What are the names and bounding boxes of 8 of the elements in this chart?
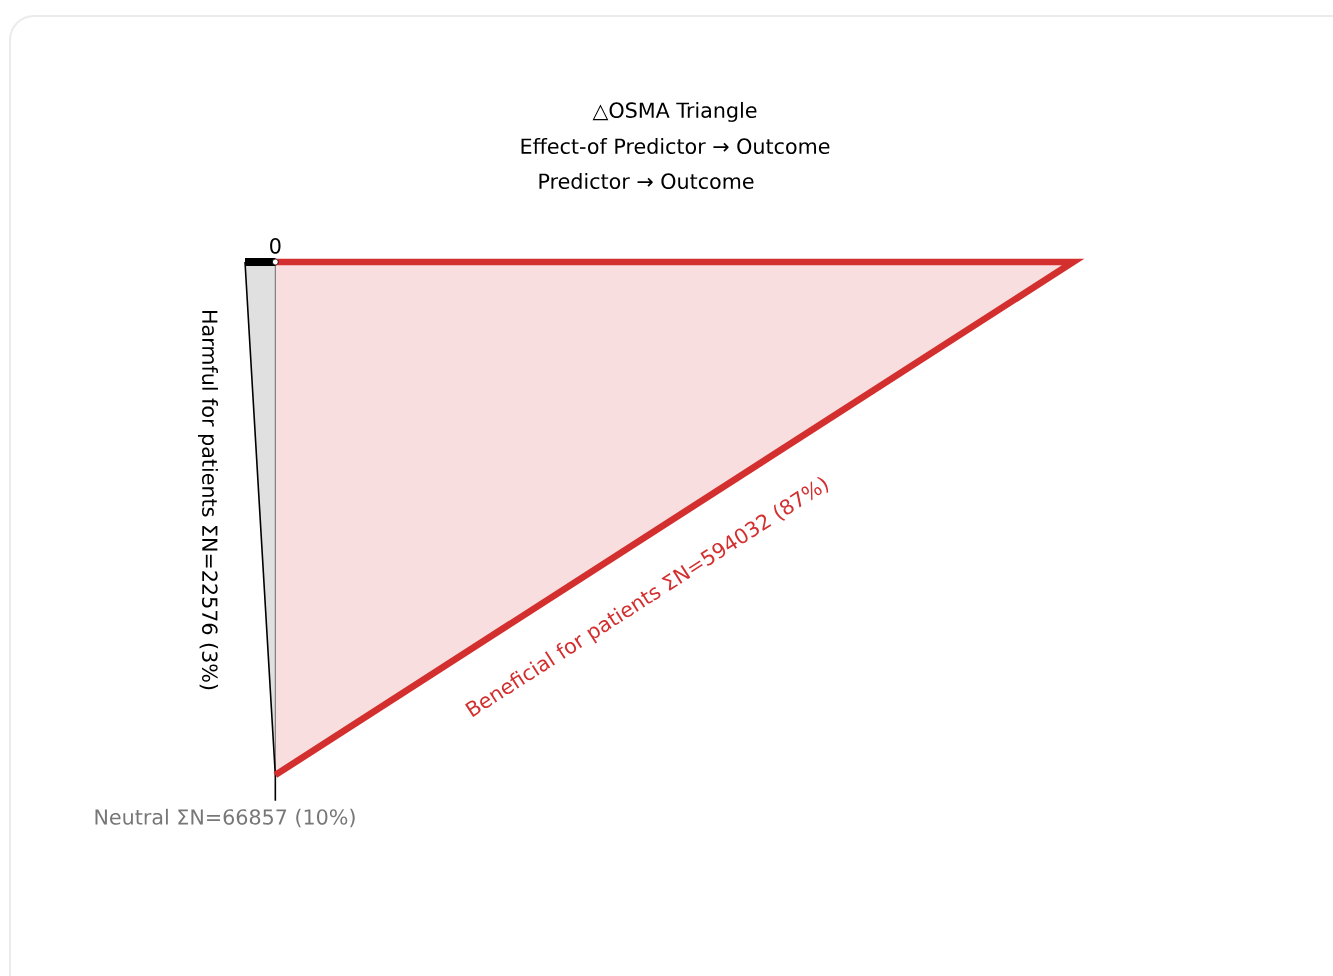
text: 0	[270, 238, 281, 254]
data-label: ΣN=66857 (10%)	[178, 808, 355, 828]
text: Predictor → Outcome	[539, 173, 754, 189]
text: △OSMA Triangle	[592, 101, 757, 122]
category-label: Harmful for patients	[198, 310, 219, 517]
data-label: ΣN=22576 (3%)	[199, 526, 218, 690]
category-label: Neutral	[95, 808, 168, 825]
text: Effect-of Predictor → Outcome	[521, 138, 830, 154]
